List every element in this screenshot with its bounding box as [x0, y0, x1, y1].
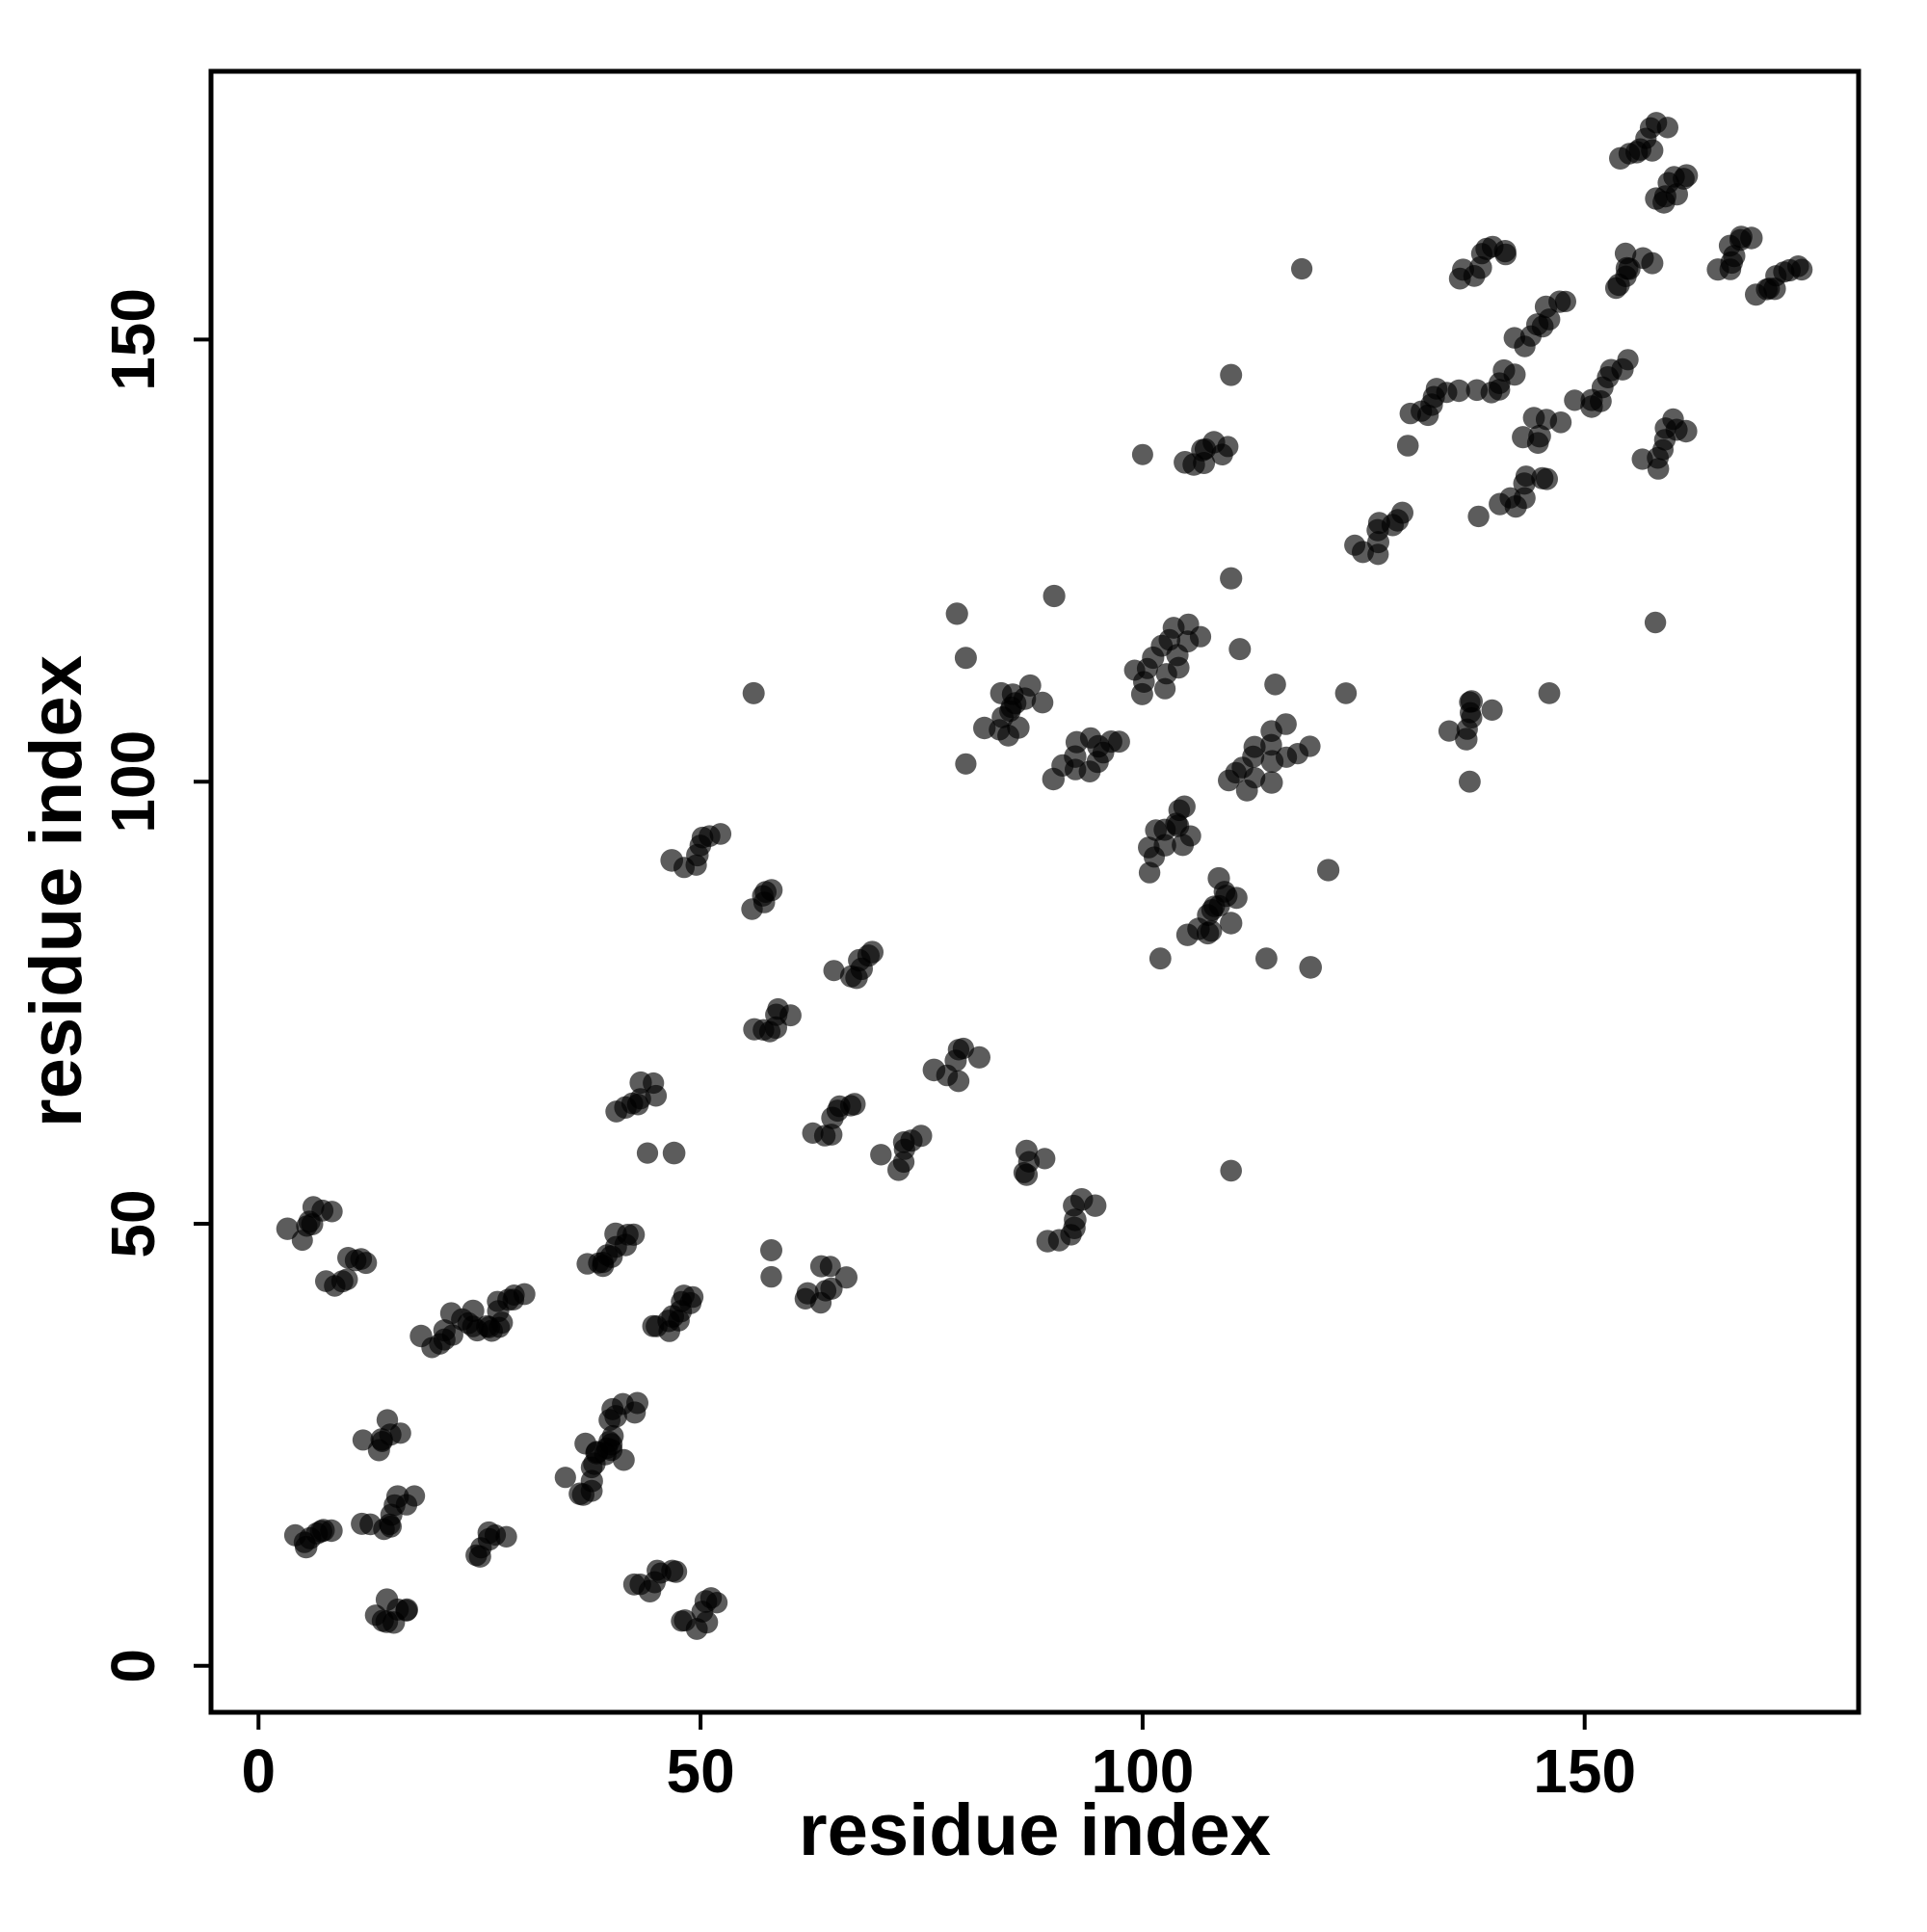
svg-text:0: 0	[242, 1736, 277, 1806]
svg-text:150: 150	[1533, 1736, 1636, 1806]
svg-text:residue index: residue index	[15, 655, 97, 1127]
svg-text:residue index: residue index	[799, 1789, 1271, 1871]
svg-text:50: 50	[667, 1736, 735, 1806]
svg-text:100: 100	[98, 730, 168, 834]
svg-text:150: 150	[98, 288, 168, 391]
svg-text:50: 50	[98, 1189, 168, 1257]
svg-text:0: 0	[98, 1649, 168, 1683]
